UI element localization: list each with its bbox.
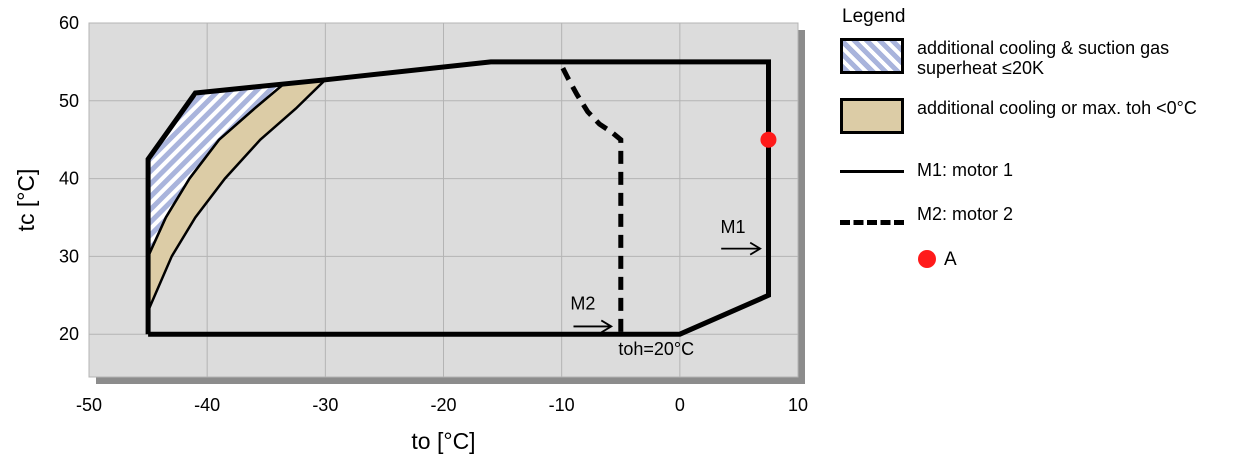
legend-title: Legend — [842, 6, 906, 27]
annotation-arrowhead — [749, 241, 762, 256]
annotation-arrowhead — [600, 319, 614, 334]
dashed-line-sample — [840, 220, 904, 225]
x-tick-label: -40 — [194, 395, 220, 415]
y-tick-label: 20 — [59, 324, 79, 344]
motor1-envelope-line — [145, 59, 771, 337]
x-tick-label: 0 — [675, 395, 685, 415]
hatched-swatch — [840, 38, 904, 74]
annotation-m1: M1 — [721, 217, 746, 237]
operating-envelope-chart: -50 -40 -30 -20 -10 0 10 20 30 40 50 60 to [°C] tc [°… — [13, 13, 808, 454]
x-tick-label: -20 — [430, 395, 456, 415]
legend-item-motor1: M1: motor 1 — [917, 160, 1014, 180]
annotation-m2: M2 — [570, 293, 595, 313]
y-tick-label: 50 — [59, 91, 79, 111]
legend-item-a: A — [944, 249, 957, 270]
marker-a-icon — [918, 250, 936, 268]
legend-item-hatched: additional cooling & suction gas superhe… — [917, 38, 1170, 78]
legend-item-motor2: M2: motor 2 — [917, 204, 1014, 224]
fill-swatch — [840, 98, 904, 134]
x-tick-label: -10 — [549, 395, 575, 415]
marker-a — [760, 131, 777, 148]
x-tick-label: 10 — [788, 395, 808, 415]
legend-item-fill: additional cooling or max. toh <0°C — [917, 98, 1197, 118]
y-axis-label: tc [°C] — [13, 169, 39, 232]
y-tick-label: 30 — [59, 246, 79, 266]
x-tick-label: -30 — [312, 395, 338, 415]
y-tick-label: 40 — [59, 169, 79, 189]
x-tick-label: -50 — [76, 395, 102, 415]
motor2-dashed-line — [559, 64, 624, 332]
legend: Legend additional cooling & suction gas … — [830, 0, 1240, 300]
y-tick-label: 60 — [59, 13, 79, 33]
solid-line-sample — [840, 170, 904, 173]
x-axis-label: to [°C] — [411, 428, 475, 454]
annotation-toh-20-c: toh=20°C — [618, 339, 694, 359]
